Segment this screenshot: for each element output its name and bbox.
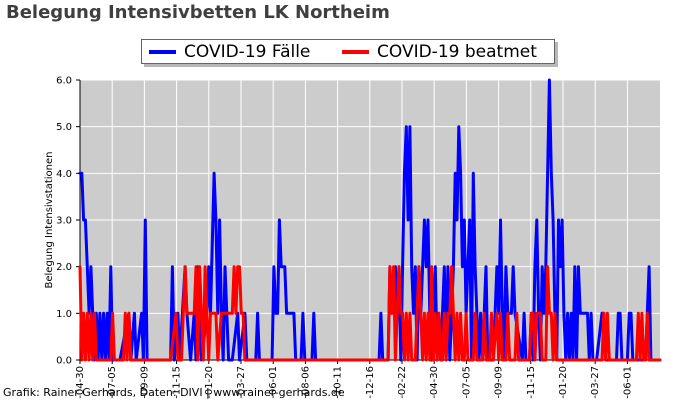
x-tick-label: -03-27: [236, 366, 247, 399]
x-tick-label: -06-01: [268, 366, 279, 399]
x-tick-label: -10-11: [333, 366, 344, 399]
x-tick-label: -08-06: [300, 366, 311, 399]
y-tick-label: 0.0: [56, 356, 72, 367]
y-tick-label: 4.0: [56, 169, 72, 180]
x-tick-label: -12-16: [365, 366, 376, 399]
y-tick-label: 5.0: [56, 122, 72, 133]
x-tick-label: -04-30: [75, 366, 86, 399]
legend-swatch-faelle: [149, 49, 176, 54]
x-tick-label: -07-05: [107, 366, 118, 399]
x-tick-label: -03-27: [590, 366, 601, 399]
legend: COVID-19 Fälle COVID-19 beatmet: [141, 39, 555, 64]
x-tick-label: -06-01: [622, 366, 633, 399]
legend-item-faelle: COVID-19 Fälle: [149, 40, 310, 63]
y-tick-label: 3.0: [56, 216, 72, 227]
footer-credit: Grafik: Rainer Gerhards, Daten: DIVI | w…: [3, 386, 345, 399]
x-tick-label: -09-09: [494, 366, 505, 399]
legend-item-beatmet: COVID-19 beatmet: [342, 40, 537, 63]
x-tick-label: -11-15: [172, 366, 183, 399]
y-tick-label: 1.0: [56, 309, 72, 320]
x-tick-label: -01-20: [204, 366, 215, 399]
legend-swatch-beatmet: [342, 49, 369, 54]
x-tick-label: -02-22: [397, 366, 408, 399]
x-tick-label: -04-30: [429, 366, 440, 399]
series-line-beatmet: [78, 265, 662, 362]
y-tick-label: 2.0: [56, 262, 72, 273]
legend-label-beatmet: COVID-19 beatmet: [377, 41, 537, 62]
x-tick-label: -07-05: [461, 366, 472, 399]
x-tick-label: -01-20: [558, 366, 569, 399]
legend-label-faelle: COVID-19 Fälle: [184, 41, 311, 62]
chart-title: Belegung Intensivbetten LK Northeim: [6, 2, 390, 23]
y-tick-label: 6.0: [56, 76, 72, 87]
x-tick-label: -11-15: [526, 366, 537, 399]
x-tick-label: -09-09: [139, 366, 150, 399]
y-axis-label: Belegung Intensivstationen: [44, 151, 55, 288]
